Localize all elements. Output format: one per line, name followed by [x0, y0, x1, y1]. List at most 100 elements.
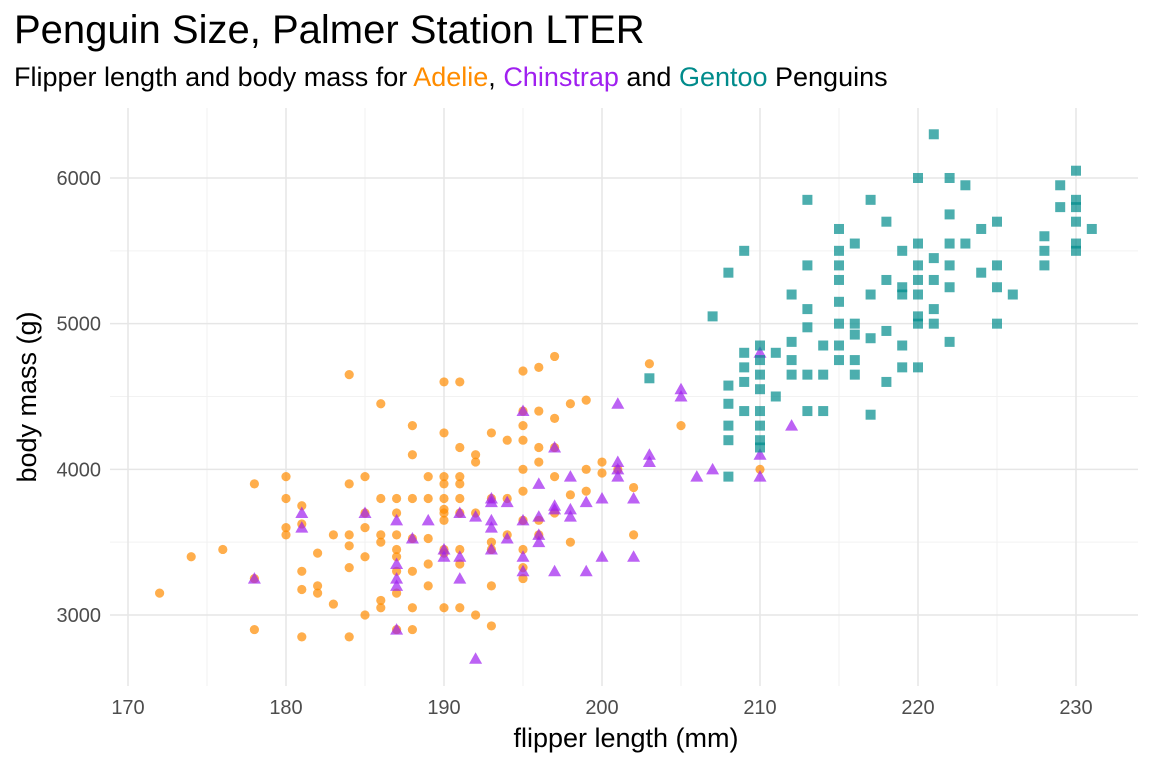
adelie-point	[502, 435, 512, 445]
adelie-point	[565, 490, 576, 500]
adelie-point	[328, 530, 338, 540]
gentoo-point	[739, 245, 750, 256]
gentoo-point	[865, 289, 876, 300]
chinstrap-point	[611, 462, 625, 475]
gentoo-point	[944, 209, 955, 220]
gentoo-point	[739, 362, 750, 373]
adelie-point	[597, 468, 607, 478]
chinstrap-point	[516, 404, 530, 417]
gentoo-point	[960, 180, 971, 191]
chinstrap-point	[627, 491, 641, 504]
adelie-point	[581, 464, 591, 474]
adelie-point	[281, 493, 291, 504]
gentoo-point	[865, 194, 876, 205]
gentoo-point	[928, 318, 939, 329]
adelie-point	[360, 472, 370, 482]
adelie-point	[518, 486, 528, 496]
adelie-point	[486, 621, 496, 631]
adelie-point	[281, 522, 291, 533]
chinstrap-point	[785, 419, 799, 431]
adelie-point	[455, 377, 465, 387]
adelie-point	[550, 351, 560, 362]
adelie-point	[344, 563, 354, 573]
gentoo-point	[897, 289, 908, 300]
subtitle-prefix: Flipper length and body mass for	[14, 62, 414, 92]
adelie-point	[423, 533, 433, 544]
gentoo-point	[770, 391, 781, 402]
gentoo-point	[755, 442, 765, 453]
chinstrap-point	[611, 470, 625, 482]
adelie-point	[439, 515, 449, 525]
chinstrap-point	[753, 448, 767, 460]
adelie-point	[423, 472, 433, 482]
chinstrap-point	[437, 550, 451, 562]
adelie-point	[281, 530, 291, 540]
gentoo-point	[755, 369, 765, 380]
gentoo-point	[849, 355, 860, 366]
adelie-point	[407, 421, 417, 431]
gentoo-point	[881, 216, 892, 227]
gentoo-point	[1055, 202, 1066, 213]
adelie-point	[439, 603, 449, 613]
x-axis-title: flipper length (mm)	[513, 723, 738, 753]
adelie-point	[439, 428, 449, 438]
x-tick-label: 200	[585, 697, 618, 719]
gentoo-point	[992, 282, 1002, 293]
adelie-point	[581, 395, 591, 405]
adelie-point	[407, 624, 417, 635]
chinstrap-point	[500, 495, 514, 508]
gentoo-point	[834, 318, 844, 329]
gentoo-point	[992, 260, 1002, 271]
chinstrap-point	[642, 455, 656, 468]
chinstrap-point	[706, 462, 720, 475]
gentoo-point	[755, 355, 765, 366]
gentoo-point	[992, 216, 1002, 227]
chinstrap-point	[390, 623, 404, 635]
gentoo-point	[1071, 216, 1081, 227]
adelie-point	[218, 544, 228, 555]
gentoo-point	[818, 340, 829, 351]
adelie-point	[407, 450, 417, 460]
adelie-point	[518, 435, 528, 445]
adelie-point	[344, 370, 354, 380]
chinstrap-point	[563, 470, 577, 482]
gentoo-point	[818, 369, 829, 380]
gentoo-point	[834, 260, 844, 271]
adelie-point	[249, 479, 259, 489]
adelie-point	[597, 457, 607, 467]
gentoo-point	[897, 282, 908, 293]
chinstrap-point	[516, 550, 530, 562]
chinstrap-point	[437, 542, 451, 555]
chinstrap-point	[390, 513, 404, 526]
gentoo-point	[849, 369, 860, 380]
gentoo-point	[913, 362, 923, 373]
adelie-point	[313, 588, 323, 598]
adelie-point	[455, 544, 465, 555]
gentoo-point	[834, 223, 844, 234]
gentoo-point	[1071, 194, 1081, 205]
tick-labels: 170 180 190 200 210 220 230 3000 4000 5000 6000	[57, 168, 1093, 719]
adelie-point	[392, 552, 402, 562]
x-tick-label: 170	[111, 697, 144, 719]
gentoo-point	[834, 274, 844, 285]
adelie-point	[439, 472, 449, 482]
gentoo-point	[849, 318, 860, 329]
gentoo-point	[881, 325, 892, 336]
adelie-point	[518, 544, 528, 555]
gentoo-point	[1039, 231, 1050, 242]
chinstrap-point	[484, 542, 498, 555]
chinstrap-point	[453, 506, 467, 519]
adelie-point	[581, 486, 591, 496]
adelie-point	[376, 399, 386, 409]
gentoo-point	[944, 336, 955, 347]
gentoo-point	[802, 369, 813, 380]
adelie-point	[376, 595, 386, 606]
data-points	[155, 129, 1097, 664]
adelie-point	[155, 588, 165, 598]
gentoo-point	[944, 260, 955, 271]
chinstrap-point	[563, 510, 577, 522]
chinstrap-point	[453, 550, 467, 562]
adelie-point	[534, 406, 544, 416]
adelie-point	[249, 624, 259, 635]
